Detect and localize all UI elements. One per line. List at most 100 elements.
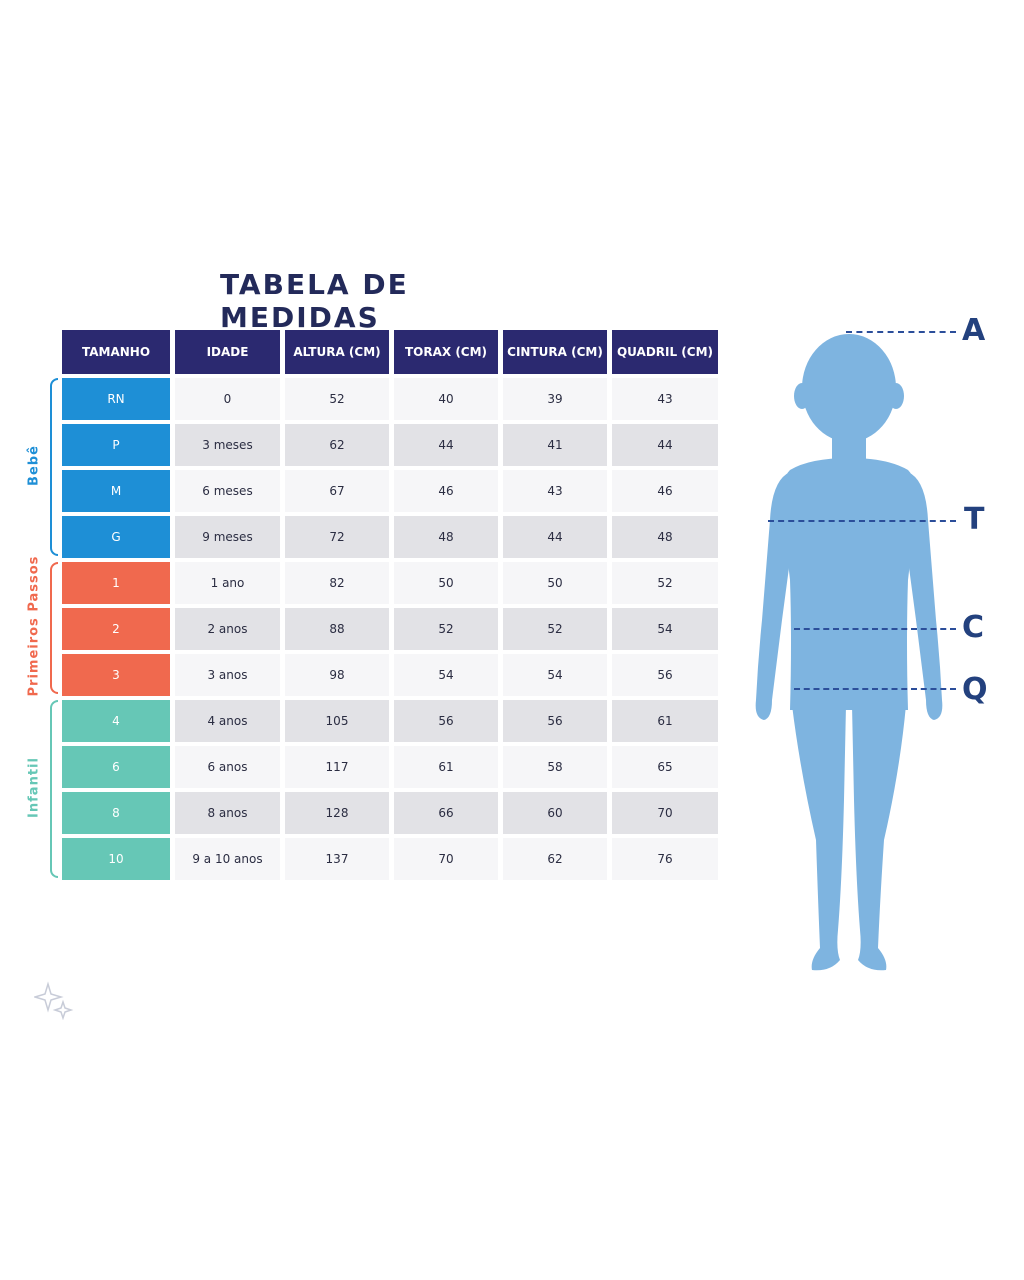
value-cell-torax: 46: [394, 470, 498, 512]
size-cell: P: [62, 424, 170, 466]
value-cell-age: 8 anos: [175, 792, 280, 834]
size-cell: M: [62, 470, 170, 512]
table-row: RN 0 52 40 39 43: [62, 378, 718, 420]
size-cell: 10: [62, 838, 170, 880]
table-row: 10 9 a 10 anos 137 70 62 76: [62, 838, 718, 880]
value-cell-age: 2 anos: [175, 608, 280, 650]
value-cell-quadril: 54: [612, 608, 718, 650]
value-cell-cintura: 43: [503, 470, 607, 512]
value-cell-age: 4 anos: [175, 700, 280, 742]
value-cell-quadril: 76: [612, 838, 718, 880]
mark-label-t: T: [964, 502, 985, 537]
header-idade: IDADE: [175, 330, 280, 374]
value-cell-torax: 70: [394, 838, 498, 880]
value-cell-torax: 48: [394, 516, 498, 558]
value-cell-cintura: 56: [503, 700, 607, 742]
value-cell-torax: 52: [394, 608, 498, 650]
value-cell-cintura: 50: [503, 562, 607, 604]
value-cell-quadril: 52: [612, 562, 718, 604]
value-cell-age: 1 ano: [175, 562, 280, 604]
size-table: TAMANHO IDADE ALTURA (CM) TORAX (CM) CIN…: [62, 330, 718, 884]
value-cell-quadril: 46: [612, 470, 718, 512]
size-cell: 1: [62, 562, 170, 604]
value-cell-cintura: 54: [503, 654, 607, 696]
mark-label-q: Q: [962, 672, 988, 707]
value-cell-age: 6 meses: [175, 470, 280, 512]
value-cell-altura: 98: [285, 654, 389, 696]
value-cell-cintura: 52: [503, 608, 607, 650]
value-cell-torax: 40: [394, 378, 498, 420]
mark-label-c: C: [962, 610, 985, 645]
header-altura: ALTURA (CM): [285, 330, 389, 374]
value-cell-altura: 117: [285, 746, 389, 788]
value-cell-torax: 66: [394, 792, 498, 834]
page-title: TABELA DE MEDIDAS: [220, 268, 409, 334]
size-cell: 4: [62, 700, 170, 742]
value-cell-cintura: 41: [503, 424, 607, 466]
value-cell-altura: 52: [285, 378, 389, 420]
size-cell: RN: [62, 378, 170, 420]
group-label-primeiros: Primeiros Passos: [26, 555, 42, 697]
value-cell-cintura: 58: [503, 746, 607, 788]
value-cell-altura: 72: [285, 516, 389, 558]
value-cell-altura: 137: [285, 838, 389, 880]
group-label-infantil: Infantil: [26, 757, 42, 818]
value-cell-quadril: 43: [612, 378, 718, 420]
size-cell: G: [62, 516, 170, 558]
size-cell: 2: [62, 608, 170, 650]
header-cintura: CINTURA (CM): [503, 330, 607, 374]
table-header-row: TAMANHO IDADE ALTURA (CM) TORAX (CM) CIN…: [62, 330, 718, 374]
header-tamanho: TAMANHO: [62, 330, 170, 374]
value-cell-cintura: 62: [503, 838, 607, 880]
value-cell-altura: 88: [285, 608, 389, 650]
header-quadril: QUADRIL (CM): [612, 330, 718, 374]
size-cell: 8: [62, 792, 170, 834]
value-cell-age: 0: [175, 378, 280, 420]
value-cell-age: 9 meses: [175, 516, 280, 558]
mark-line-t: [768, 520, 956, 522]
value-cell-age: 3 meses: [175, 424, 280, 466]
value-cell-torax: 50: [394, 562, 498, 604]
child-silhouette-icon: [755, 334, 943, 971]
value-cell-altura: 128: [285, 792, 389, 834]
group-bracket-bebe: [50, 378, 58, 556]
value-cell-cintura: 39: [503, 378, 607, 420]
mark-line-c: [794, 628, 956, 630]
value-cell-cintura: 44: [503, 516, 607, 558]
mark-line-q: [794, 688, 956, 690]
mark-label-a: A: [962, 313, 986, 348]
value-cell-altura: 62: [285, 424, 389, 466]
mark-line-a: [846, 331, 956, 333]
value-cell-age: 6 anos: [175, 746, 280, 788]
sparkle-logo-icon: [34, 981, 74, 1020]
value-cell-altura: 82: [285, 562, 389, 604]
value-cell-quadril: 65: [612, 746, 718, 788]
value-cell-quadril: 48: [612, 516, 718, 558]
value-cell-torax: 44: [394, 424, 498, 466]
value-cell-age: 3 anos: [175, 654, 280, 696]
value-cell-quadril: 70: [612, 792, 718, 834]
child-silhouette: [750, 320, 1024, 980]
size-cell: 6: [62, 746, 170, 788]
value-cell-torax: 56: [394, 700, 498, 742]
value-cell-altura: 67: [285, 470, 389, 512]
value-cell-torax: 54: [394, 654, 498, 696]
group-bracket-infantil: [50, 700, 58, 878]
value-cell-torax: 61: [394, 746, 498, 788]
group-label-bebe: Bebê: [26, 445, 42, 486]
value-cell-quadril: 44: [612, 424, 718, 466]
size-cell: 3: [62, 654, 170, 696]
value-cell-cintura: 60: [503, 792, 607, 834]
value-cell-quadril: 61: [612, 700, 718, 742]
group-bracket-primeiros: [50, 562, 58, 694]
value-cell-altura: 105: [285, 700, 389, 742]
